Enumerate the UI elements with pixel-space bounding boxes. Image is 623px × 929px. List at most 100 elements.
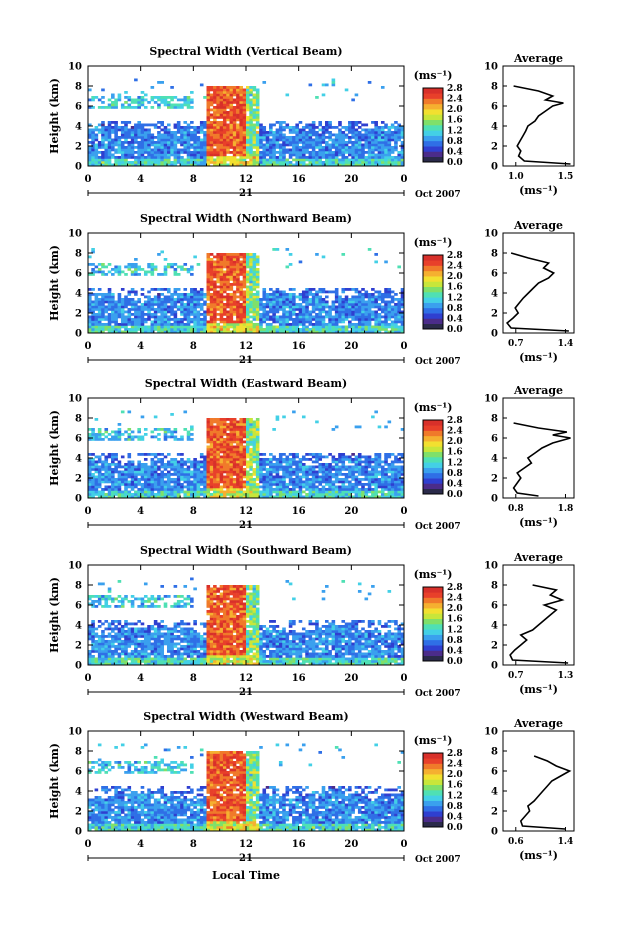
avg-y-tick-label: 2 xyxy=(491,142,498,153)
panel-5: Spectral Width (Westward Beam) 0 2 4 6 8 10 Hei… xyxy=(48,710,575,865)
colorbar-swatch xyxy=(423,795,443,801)
x-tick-label: 4 xyxy=(137,839,144,850)
colorbar-swatch xyxy=(423,587,443,593)
colorbar-swatch xyxy=(423,313,443,319)
avg-frame xyxy=(502,397,575,499)
avg-y-tick-label: 10 xyxy=(484,561,498,572)
x-tick-label: 4 xyxy=(137,506,144,517)
colorbar-tick-label: 0.8 xyxy=(447,304,463,314)
avg-x-tick-label: 0.7 xyxy=(508,339,524,349)
heatmap-cells xyxy=(88,410,405,499)
colorbar-tick-label: 2.4 xyxy=(447,95,463,105)
x-tick-label: 16 xyxy=(292,839,306,850)
colorbar-frame xyxy=(422,254,444,330)
y-axis-label: Height (km) xyxy=(48,78,61,154)
x-tick-label: 12 xyxy=(239,506,253,517)
avg-y-tick-label: 8 xyxy=(491,747,498,758)
colorbar-tick-label: 0.8 xyxy=(447,636,463,646)
panel-title: Spectral Width (Northward Beam) xyxy=(140,212,352,225)
colorbar-swatch xyxy=(423,88,443,94)
y-axis-label: Height (km) xyxy=(48,743,61,819)
avg-title: Average xyxy=(513,52,563,65)
y-tick-label: 10 xyxy=(68,229,82,240)
avg-y-tick-label: 6 xyxy=(491,601,498,612)
colorbar-swatch xyxy=(423,790,443,796)
colorbar-swatch xyxy=(423,151,443,158)
y-tick-label: 2 xyxy=(75,142,82,153)
colorbar-swatch xyxy=(423,613,443,620)
x-tick-label: 20 xyxy=(344,506,358,517)
average-profile-line xyxy=(505,252,569,332)
x-tick-label: 8 xyxy=(190,174,197,185)
colorbar-swatch xyxy=(423,816,443,823)
colorbar-swatch xyxy=(423,130,443,136)
avg-title: Average xyxy=(513,384,563,397)
colorbar-swatch xyxy=(423,307,443,314)
colorbar-swatch xyxy=(423,140,443,147)
avg-x-tick-label: 0.7 xyxy=(508,671,524,681)
day-label: 21 xyxy=(239,853,253,864)
colorbar-unit: (ms⁻¹) xyxy=(414,568,453,581)
avg-x-tick-label: 1.4 xyxy=(558,339,574,349)
y-axis-label: Height (km) xyxy=(48,577,61,653)
colorbar-swatch xyxy=(423,634,443,641)
y-tick-label: 10 xyxy=(68,727,82,738)
colorbar-swatch xyxy=(423,156,443,163)
colorbar-tick-label: 2.8 xyxy=(447,583,463,593)
avg-frame xyxy=(502,564,575,666)
y-tick-label: 4 xyxy=(75,621,82,632)
colorbar-swatch xyxy=(423,93,443,99)
y-tick-label: 8 xyxy=(75,747,82,758)
y-tick-label: 10 xyxy=(68,62,82,73)
day-label: 21 xyxy=(239,520,253,531)
x-tick-label: 16 xyxy=(292,174,306,185)
avg-x-tick-label: 1.5 xyxy=(558,172,574,182)
colorbar-swatch xyxy=(423,602,443,609)
colorbar-swatch xyxy=(423,451,443,458)
colorbar-swatch xyxy=(423,420,443,426)
x-tick-label: 8 xyxy=(190,839,197,850)
x-tick-label: 0 xyxy=(85,174,92,185)
colorbar-swatch xyxy=(423,811,443,817)
panel-2: Spectral Width (Northward Beam) 0 2 4 6 8 10 He… xyxy=(48,212,575,367)
colorbar-swatch xyxy=(423,125,443,131)
y-tick-label: 10 xyxy=(68,394,82,405)
date-label: Oct 2007 xyxy=(415,190,461,200)
y-tick-label: 0 xyxy=(75,494,82,505)
average-profile-line xyxy=(519,755,572,830)
colorbar-tick-label: 0.4 xyxy=(447,812,463,822)
avg-y-tick-label: 6 xyxy=(491,767,498,778)
avg-y-tick-label: 8 xyxy=(491,82,498,93)
colorbar-tick-label: 1.2 xyxy=(447,625,463,635)
avg-y-tick-label: 4 xyxy=(491,787,498,798)
colorbar-tick-label: 1.6 xyxy=(447,615,463,625)
avg-x-label: (ms⁻¹) xyxy=(519,184,558,197)
x-tick-label: 0 xyxy=(401,174,408,185)
y-tick-label: 0 xyxy=(75,661,82,672)
avg-x-tick-label: 1.0 xyxy=(508,172,524,182)
y-tick-label: 8 xyxy=(75,414,82,425)
avg-y-tick-label: 2 xyxy=(491,807,498,818)
colorbar-tick-label: 2.0 xyxy=(447,437,463,447)
colorbar-tick-label: 2.8 xyxy=(447,416,463,426)
avg-y-tick-label: 10 xyxy=(484,229,498,240)
colorbar-unit: (ms⁻¹) xyxy=(414,734,453,747)
colorbar-tick-label: 0.8 xyxy=(447,469,463,479)
average-profile-line xyxy=(513,85,571,165)
colorbar-tick-label: 2.4 xyxy=(447,427,463,437)
colorbar-swatch xyxy=(423,276,443,282)
colorbar-frame xyxy=(422,87,444,163)
colorbar-swatch xyxy=(423,146,443,152)
avg-y-tick-label: 0 xyxy=(491,162,498,173)
y-tick-label: 2 xyxy=(75,641,82,652)
y-tick-label: 6 xyxy=(75,269,82,280)
colorbar-tick-label: 2.4 xyxy=(447,594,463,604)
colorbar-tick-label: 2.0 xyxy=(447,604,463,614)
colorbar-tick-label: 1.2 xyxy=(447,126,463,136)
day-label: 21 xyxy=(239,355,253,366)
y-tick-label: 4 xyxy=(75,289,82,300)
colorbar-tick-label: 1.2 xyxy=(447,293,463,303)
colorbar-swatch xyxy=(423,114,443,121)
colorbar-tick-label: 0.8 xyxy=(447,802,463,812)
